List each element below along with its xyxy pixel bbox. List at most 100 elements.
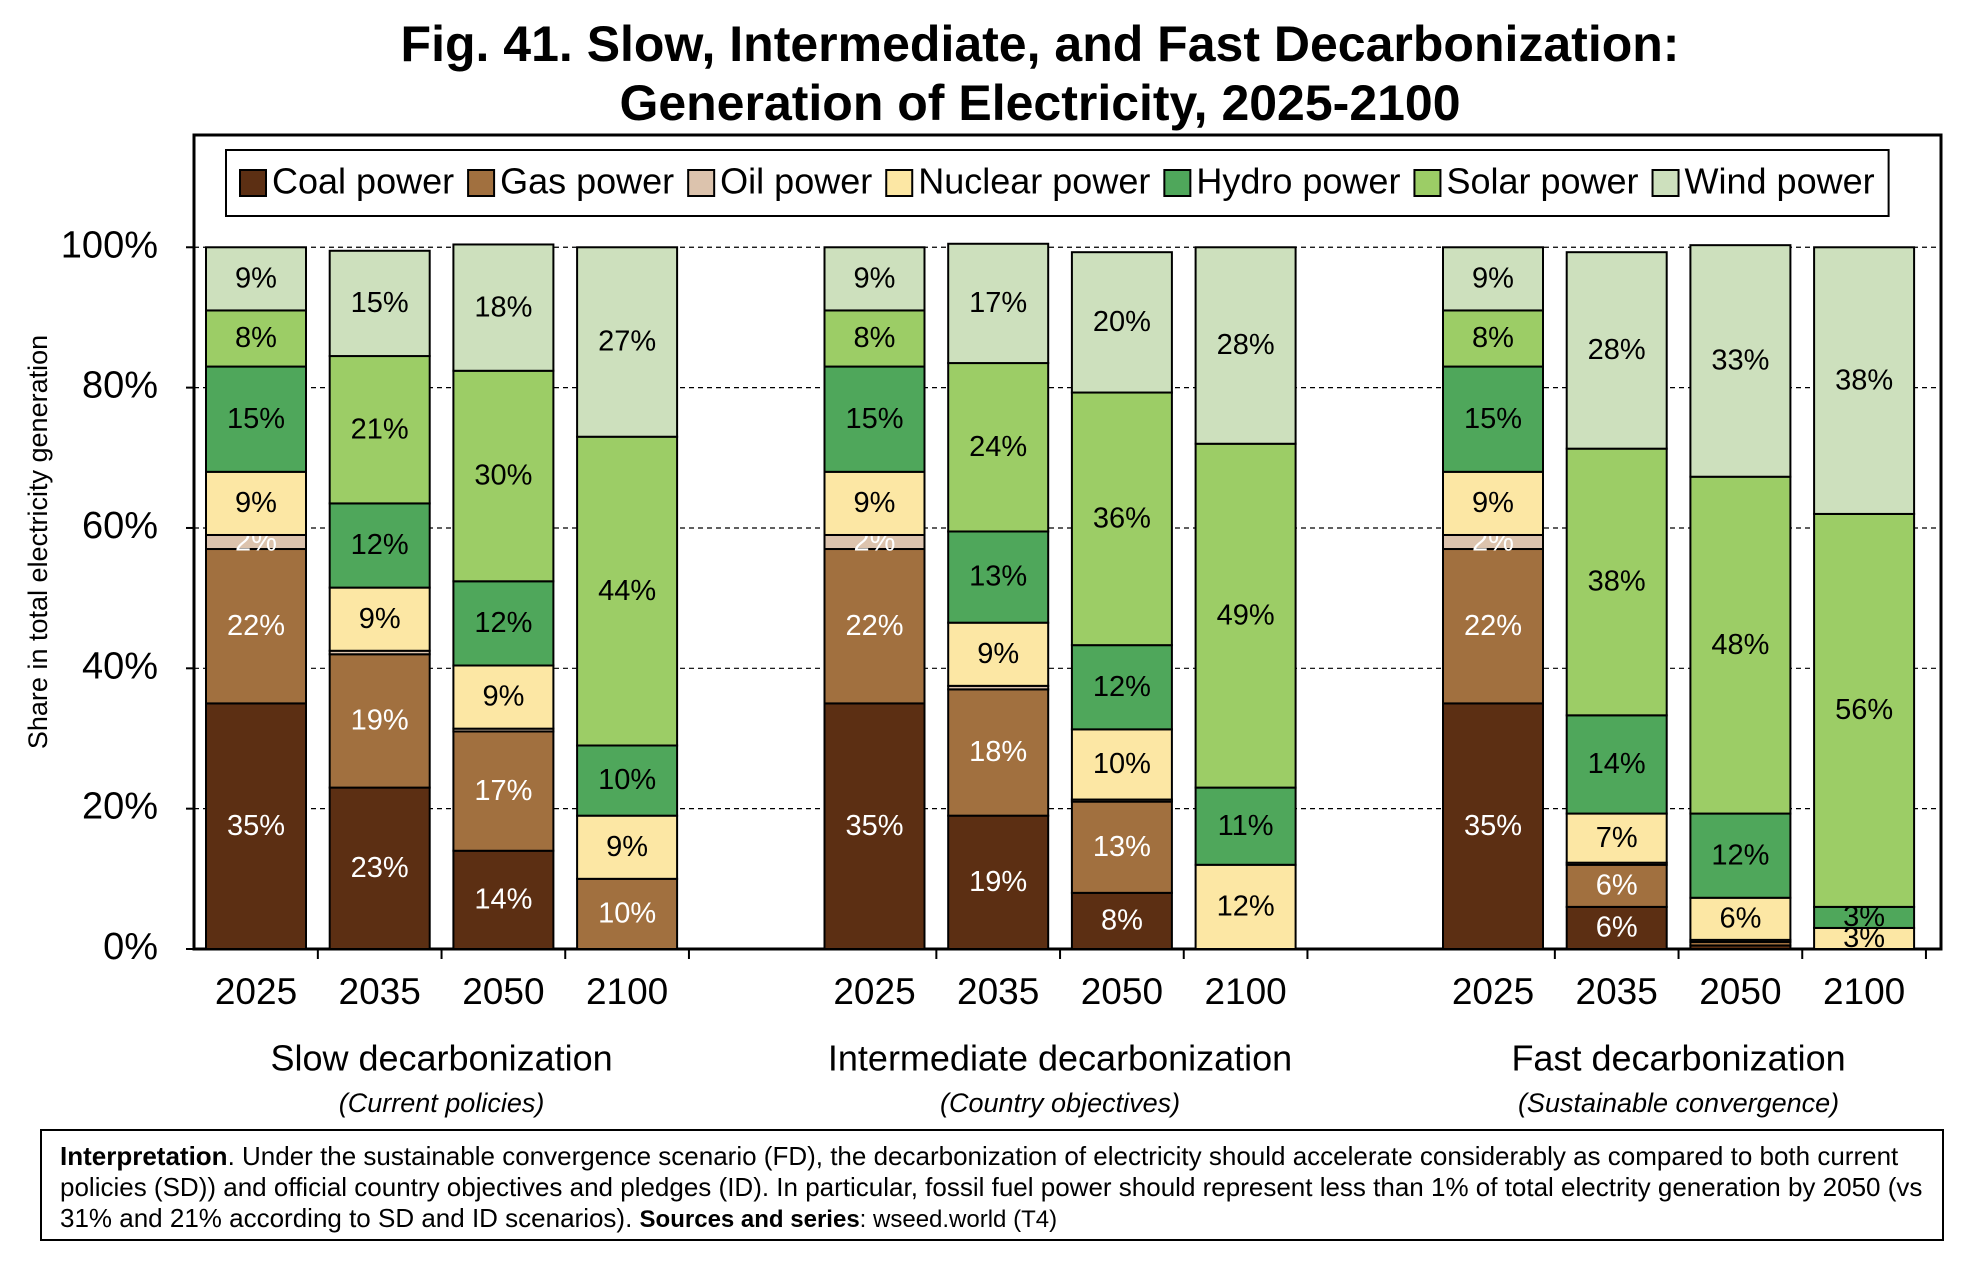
- legend-label: Oil power: [720, 161, 872, 202]
- value-label: 7%: [1596, 822, 1638, 854]
- y-tick-label: 100%: [61, 224, 158, 266]
- x-tick-label: 2025: [1452, 971, 1534, 1012]
- value-label: 38%: [1835, 364, 1893, 396]
- bar-segment: [205, 548, 307, 705]
- bar-segment: [823, 309, 926, 368]
- bar-segment: [1565, 447, 1668, 717]
- value-label: 9%: [359, 603, 401, 635]
- bar-segment: [1689, 475, 1792, 815]
- y-tick-label: 40%: [82, 645, 158, 687]
- bar-segment: [328, 586, 431, 652]
- bar-segment: [576, 246, 679, 438]
- bar-segment: [1442, 309, 1544, 368]
- value-label: 9%: [854, 487, 896, 519]
- value-label: 22%: [845, 610, 903, 642]
- bar-segment: [205, 365, 307, 473]
- bar-segment: [1194, 863, 1297, 950]
- value-label: 48%: [1711, 629, 1769, 661]
- legend-swatch: [1413, 169, 1442, 197]
- group-label: Slow decarbonization: [270, 1038, 612, 1079]
- bar-segment: [947, 530, 1050, 624]
- bar-segment: [328, 355, 431, 505]
- bar-segment: [1565, 251, 1668, 450]
- legend-box: [225, 149, 1890, 217]
- bar-segment: [328, 653, 431, 789]
- value-label: 9%: [235, 263, 277, 295]
- value-label: 35%: [1464, 810, 1522, 842]
- legend-label: Gas power: [500, 161, 674, 202]
- bar-segment: [823, 246, 926, 312]
- x-tick-label: 2035: [339, 971, 421, 1012]
- value-label: 8%: [1472, 322, 1514, 354]
- bar-segment: [452, 369, 555, 583]
- bar-segment: [452, 730, 555, 852]
- group-label: Fast decarbonization: [1511, 1038, 1845, 1079]
- bar-segment: [1070, 728, 1173, 801]
- interpretation: Interpretation. Under the sustainable co…: [40, 1129, 1944, 1241]
- value-label: 12%: [1217, 891, 1275, 923]
- x-tick-label: 2100: [1204, 971, 1286, 1012]
- interpretation-label: Interpretation: [60, 1141, 228, 1171]
- bar-segment: [205, 702, 307, 950]
- x-tick-label: 2035: [957, 971, 1039, 1012]
- bar-segment: [947, 362, 1050, 533]
- bar-segment: [947, 242, 1050, 365]
- value-label: 9%: [1472, 487, 1514, 519]
- value-label: 19%: [351, 705, 409, 737]
- bar-segment: [823, 470, 926, 536]
- bar-segment: [823, 548, 926, 705]
- legend-swatch: [687, 169, 716, 197]
- legend-swatch: [885, 169, 914, 197]
- value-label: 36%: [1093, 502, 1151, 534]
- value-label: 19%: [969, 866, 1027, 898]
- legend-label: Coal power: [272, 161, 454, 202]
- value-label: 18%: [474, 291, 532, 323]
- bar-segment: [1194, 246, 1297, 445]
- bar-segment: [205, 246, 307, 312]
- bar-segment: [1194, 442, 1297, 789]
- value-label: 15%: [1464, 403, 1522, 435]
- value-label: 22%: [227, 610, 285, 642]
- bar-segment: [576, 435, 679, 747]
- value-label: 15%: [227, 403, 285, 435]
- bar-segment: [328, 786, 431, 950]
- value-label: 22%: [1464, 610, 1522, 642]
- value-label: 6%: [1719, 902, 1761, 934]
- value-label: 17%: [474, 775, 532, 807]
- legend-label: Nuclear power: [918, 161, 1150, 202]
- bar-segment: [452, 849, 555, 950]
- value-label: 12%: [351, 529, 409, 561]
- value-label: 11%: [1218, 810, 1274, 842]
- value-label: 15%: [351, 287, 409, 319]
- group-note: (Country objectives): [940, 1088, 1180, 1118]
- y-tick-label: 80%: [82, 365, 158, 407]
- chart-title: Generation of Electricity, 2025-2100: [619, 75, 1460, 131]
- legend-label: Hydro power: [1196, 161, 1400, 202]
- value-label: 18%: [969, 736, 1027, 768]
- bar-segment: [576, 877, 679, 950]
- bar-segment: [947, 621, 1050, 687]
- value-label: 35%: [227, 810, 285, 842]
- x-tick-label: 2050: [1699, 971, 1781, 1012]
- value-label: 12%: [1093, 671, 1151, 703]
- legend-swatch: [467, 169, 496, 197]
- value-label: 9%: [235, 487, 277, 519]
- x-tick-label: 2050: [462, 971, 544, 1012]
- bar-segment: [1442, 470, 1544, 536]
- bar-segment: [1070, 800, 1173, 894]
- legend-label: Wind power: [1685, 161, 1875, 202]
- chart-title: Fig. 41. Slow, Intermediate, and Fast De…: [401, 16, 1680, 72]
- bar-segment: [452, 243, 555, 372]
- value-label: 13%: [969, 561, 1027, 593]
- value-label: 12%: [474, 607, 532, 639]
- y-tick-label: 60%: [82, 505, 158, 547]
- value-label: 30%: [474, 460, 532, 492]
- bar-segment: [1565, 905, 1668, 950]
- value-label: 8%: [1101, 905, 1143, 937]
- bar-segment: [1442, 246, 1544, 312]
- value-label: 28%: [1217, 329, 1275, 361]
- value-label: 9%: [977, 638, 1019, 670]
- legend-swatch: [1163, 169, 1192, 197]
- sources-text: : wseed.world (T4): [859, 1206, 1058, 1233]
- value-label: 15%: [845, 403, 903, 435]
